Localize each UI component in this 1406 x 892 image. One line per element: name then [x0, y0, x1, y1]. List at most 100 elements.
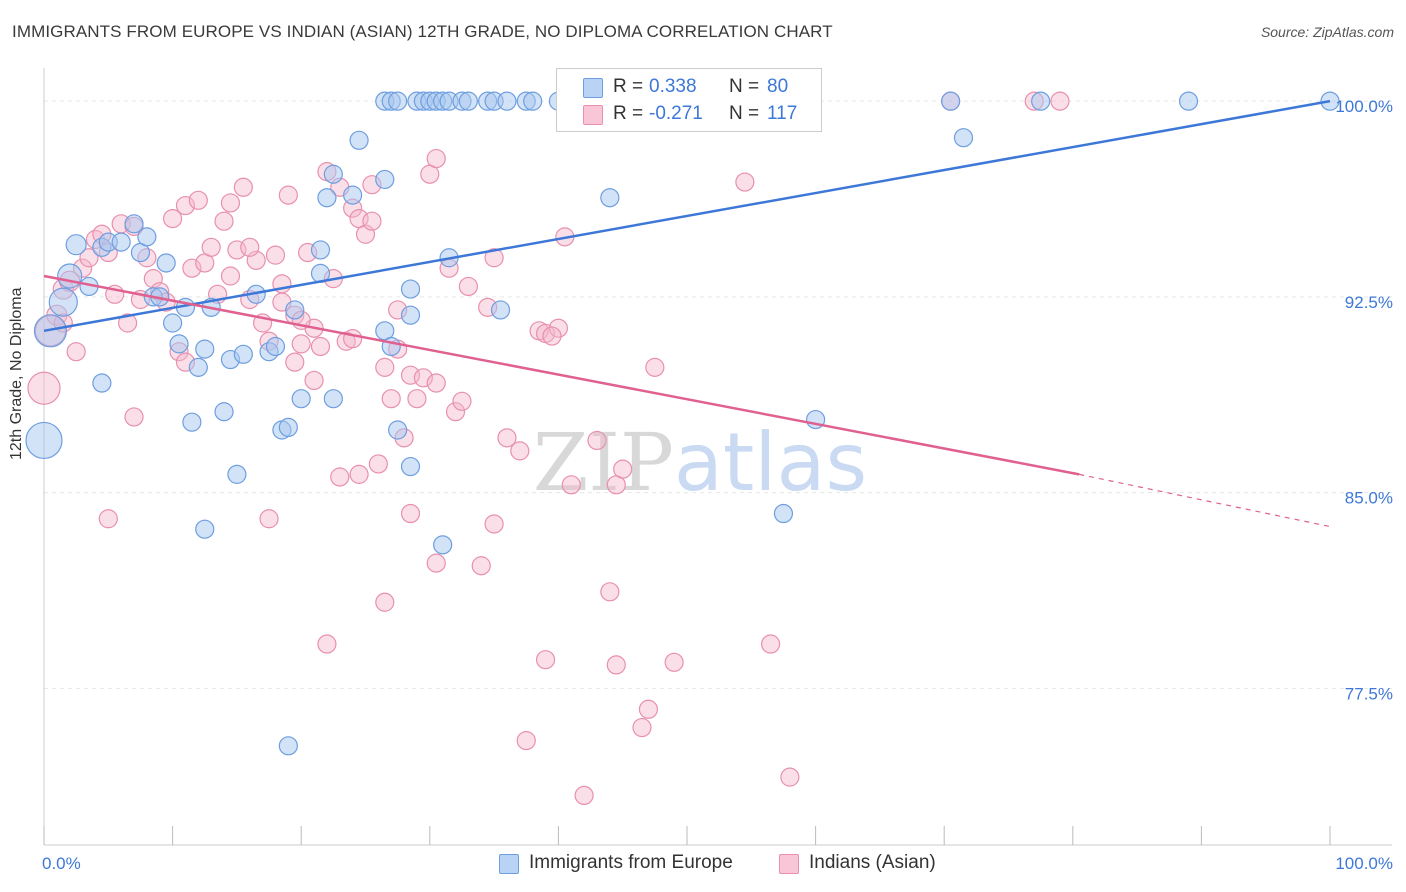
data-point	[433, 535, 453, 555]
data-point	[773, 503, 794, 524]
x-tick-label: 100.0%	[1335, 854, 1393, 873]
data-point	[490, 300, 511, 320]
y-tick-label: 85.0%	[1345, 489, 1393, 508]
data-point	[48, 287, 78, 317]
data-point	[407, 389, 427, 409]
data-point	[233, 177, 253, 197]
data-point	[368, 454, 388, 474]
data-point	[638, 699, 659, 719]
stats-swatch-indians	[583, 105, 603, 125]
stats-swatch-europe	[583, 78, 603, 98]
data-point	[413, 368, 433, 388]
data-point	[349, 130, 369, 150]
tick-labels: 100.0% 92.5% 85.0% 77.5% 0.0% 100.0%	[42, 97, 1393, 873]
data-point	[227, 464, 247, 484]
data-point	[291, 334, 311, 354]
data-point	[400, 456, 421, 477]
watermark-zip: ZIP	[533, 416, 674, 509]
data-point	[645, 357, 665, 377]
stats-r-value: 0.338	[649, 76, 697, 97]
data-point	[516, 730, 536, 751]
data-point	[400, 503, 421, 524]
data-point	[291, 389, 311, 409]
data-point	[188, 190, 208, 210]
data-point	[182, 412, 202, 432]
chart-source: Source: ZipAtlas.com	[1260, 24, 1394, 40]
data-point	[510, 441, 530, 461]
data-point	[259, 509, 279, 529]
data-point	[156, 253, 176, 273]
data-point	[349, 464, 369, 484]
legend-label-europe: Immigrants from Europe	[529, 852, 733, 873]
stats-box: R = 0.338 N = 80 R = -0.271 N = 117	[556, 68, 822, 132]
data-point	[600, 188, 620, 208]
data-point	[613, 459, 633, 479]
stats-row-indians: R = -0.271 N = 117	[557, 101, 821, 127]
data-point	[484, 248, 504, 268]
data-point	[304, 370, 324, 391]
data-point	[323, 164, 343, 184]
data-point	[66, 342, 86, 362]
data-point	[220, 193, 241, 213]
data-point	[220, 266, 241, 286]
data-point	[1031, 91, 1051, 111]
data-point	[1050, 91, 1070, 111]
data-point	[362, 211, 382, 231]
y-tick-label: 100.0%	[1335, 97, 1393, 116]
data-point	[400, 279, 421, 299]
data-point	[188, 357, 208, 377]
stats-r-label: R =	[613, 76, 644, 97]
data-point	[452, 391, 472, 411]
data-point	[561, 475, 581, 495]
data-point	[484, 514, 504, 534]
data-point	[27, 371, 61, 405]
data-point	[606, 655, 626, 675]
data-point	[111, 232, 131, 252]
data-point	[92, 373, 112, 393]
data-point	[79, 248, 99, 268]
stats-r-label: R =	[613, 103, 644, 124]
y-tick-label: 92.5%	[1345, 293, 1393, 312]
trend-line-indians	[43, 274, 1080, 476]
data-point	[265, 336, 286, 357]
data-point	[497, 428, 517, 448]
data-point	[278, 185, 298, 205]
trend-lines	[43, 99, 1331, 528]
data-point	[195, 519, 215, 539]
data-point	[388, 420, 408, 440]
data-point	[445, 402, 466, 422]
data-point	[535, 650, 556, 670]
data-point	[587, 430, 607, 451]
data-point	[117, 313, 138, 333]
data-point	[375, 169, 395, 190]
data-point	[941, 91, 961, 111]
legend-swatch-indians	[779, 854, 799, 874]
data-point	[310, 336, 331, 357]
stats-row-europe: R = 0.338 N = 80	[557, 74, 821, 100]
data-point	[195, 339, 215, 359]
watermark: ZIPatlas	[533, 416, 867, 509]
data-point	[317, 634, 337, 654]
data-point	[317, 188, 337, 208]
data-point	[163, 209, 183, 229]
data-point	[25, 421, 63, 460]
data-point	[632, 717, 652, 738]
data-point	[375, 357, 395, 377]
data-point	[497, 91, 517, 111]
legend: Immigrants from Europe Indians (Asian)	[0, 852, 1406, 878]
data-point	[542, 326, 562, 346]
data-point	[265, 245, 286, 265]
trend-line-indians-extension	[1079, 473, 1331, 528]
data-point	[201, 237, 221, 257]
data-point	[600, 582, 620, 602]
data-point	[400, 305, 421, 325]
data-point	[760, 634, 781, 654]
data-point	[137, 227, 157, 247]
data-point	[278, 417, 298, 437]
data-point	[388, 91, 408, 111]
data-point	[278, 736, 298, 756]
data-point	[57, 263, 83, 289]
x-tick-label: 0.0%	[42, 854, 81, 873]
data-point	[471, 556, 491, 576]
